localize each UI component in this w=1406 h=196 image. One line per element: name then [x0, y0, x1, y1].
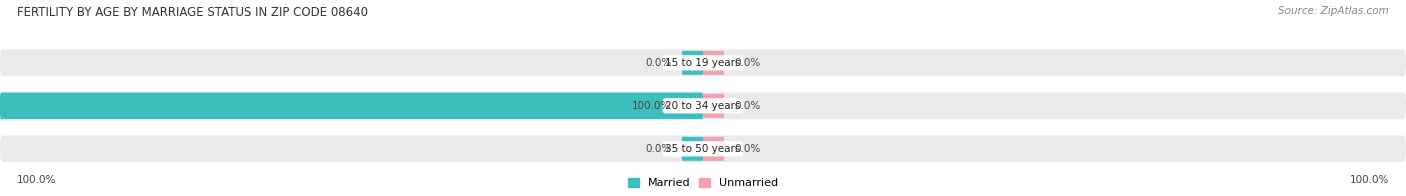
FancyBboxPatch shape — [682, 51, 703, 75]
Text: Source: ZipAtlas.com: Source: ZipAtlas.com — [1278, 6, 1389, 16]
FancyBboxPatch shape — [0, 50, 1406, 76]
Text: 0.0%: 0.0% — [734, 144, 761, 154]
FancyBboxPatch shape — [682, 137, 703, 161]
FancyBboxPatch shape — [0, 93, 703, 119]
Text: 35 to 50 years: 35 to 50 years — [665, 144, 741, 154]
Text: 100.0%: 100.0% — [631, 101, 672, 111]
Text: 0.0%: 0.0% — [734, 101, 761, 111]
Text: FERTILITY BY AGE BY MARRIAGE STATUS IN ZIP CODE 08640: FERTILITY BY AGE BY MARRIAGE STATUS IN Z… — [17, 6, 368, 19]
Text: 20 to 34 years: 20 to 34 years — [665, 101, 741, 111]
FancyBboxPatch shape — [0, 135, 1406, 162]
FancyBboxPatch shape — [703, 94, 724, 118]
Text: 0.0%: 0.0% — [645, 144, 672, 154]
Text: 15 to 19 years: 15 to 19 years — [665, 58, 741, 68]
Text: 0.0%: 0.0% — [734, 58, 761, 68]
Text: 100.0%: 100.0% — [17, 175, 56, 185]
Text: 0.0%: 0.0% — [645, 58, 672, 68]
FancyBboxPatch shape — [703, 51, 724, 75]
Text: 100.0%: 100.0% — [1350, 175, 1389, 185]
Legend: Married, Unmarried: Married, Unmarried — [626, 176, 780, 191]
FancyBboxPatch shape — [703, 137, 724, 161]
FancyBboxPatch shape — [0, 93, 1406, 119]
